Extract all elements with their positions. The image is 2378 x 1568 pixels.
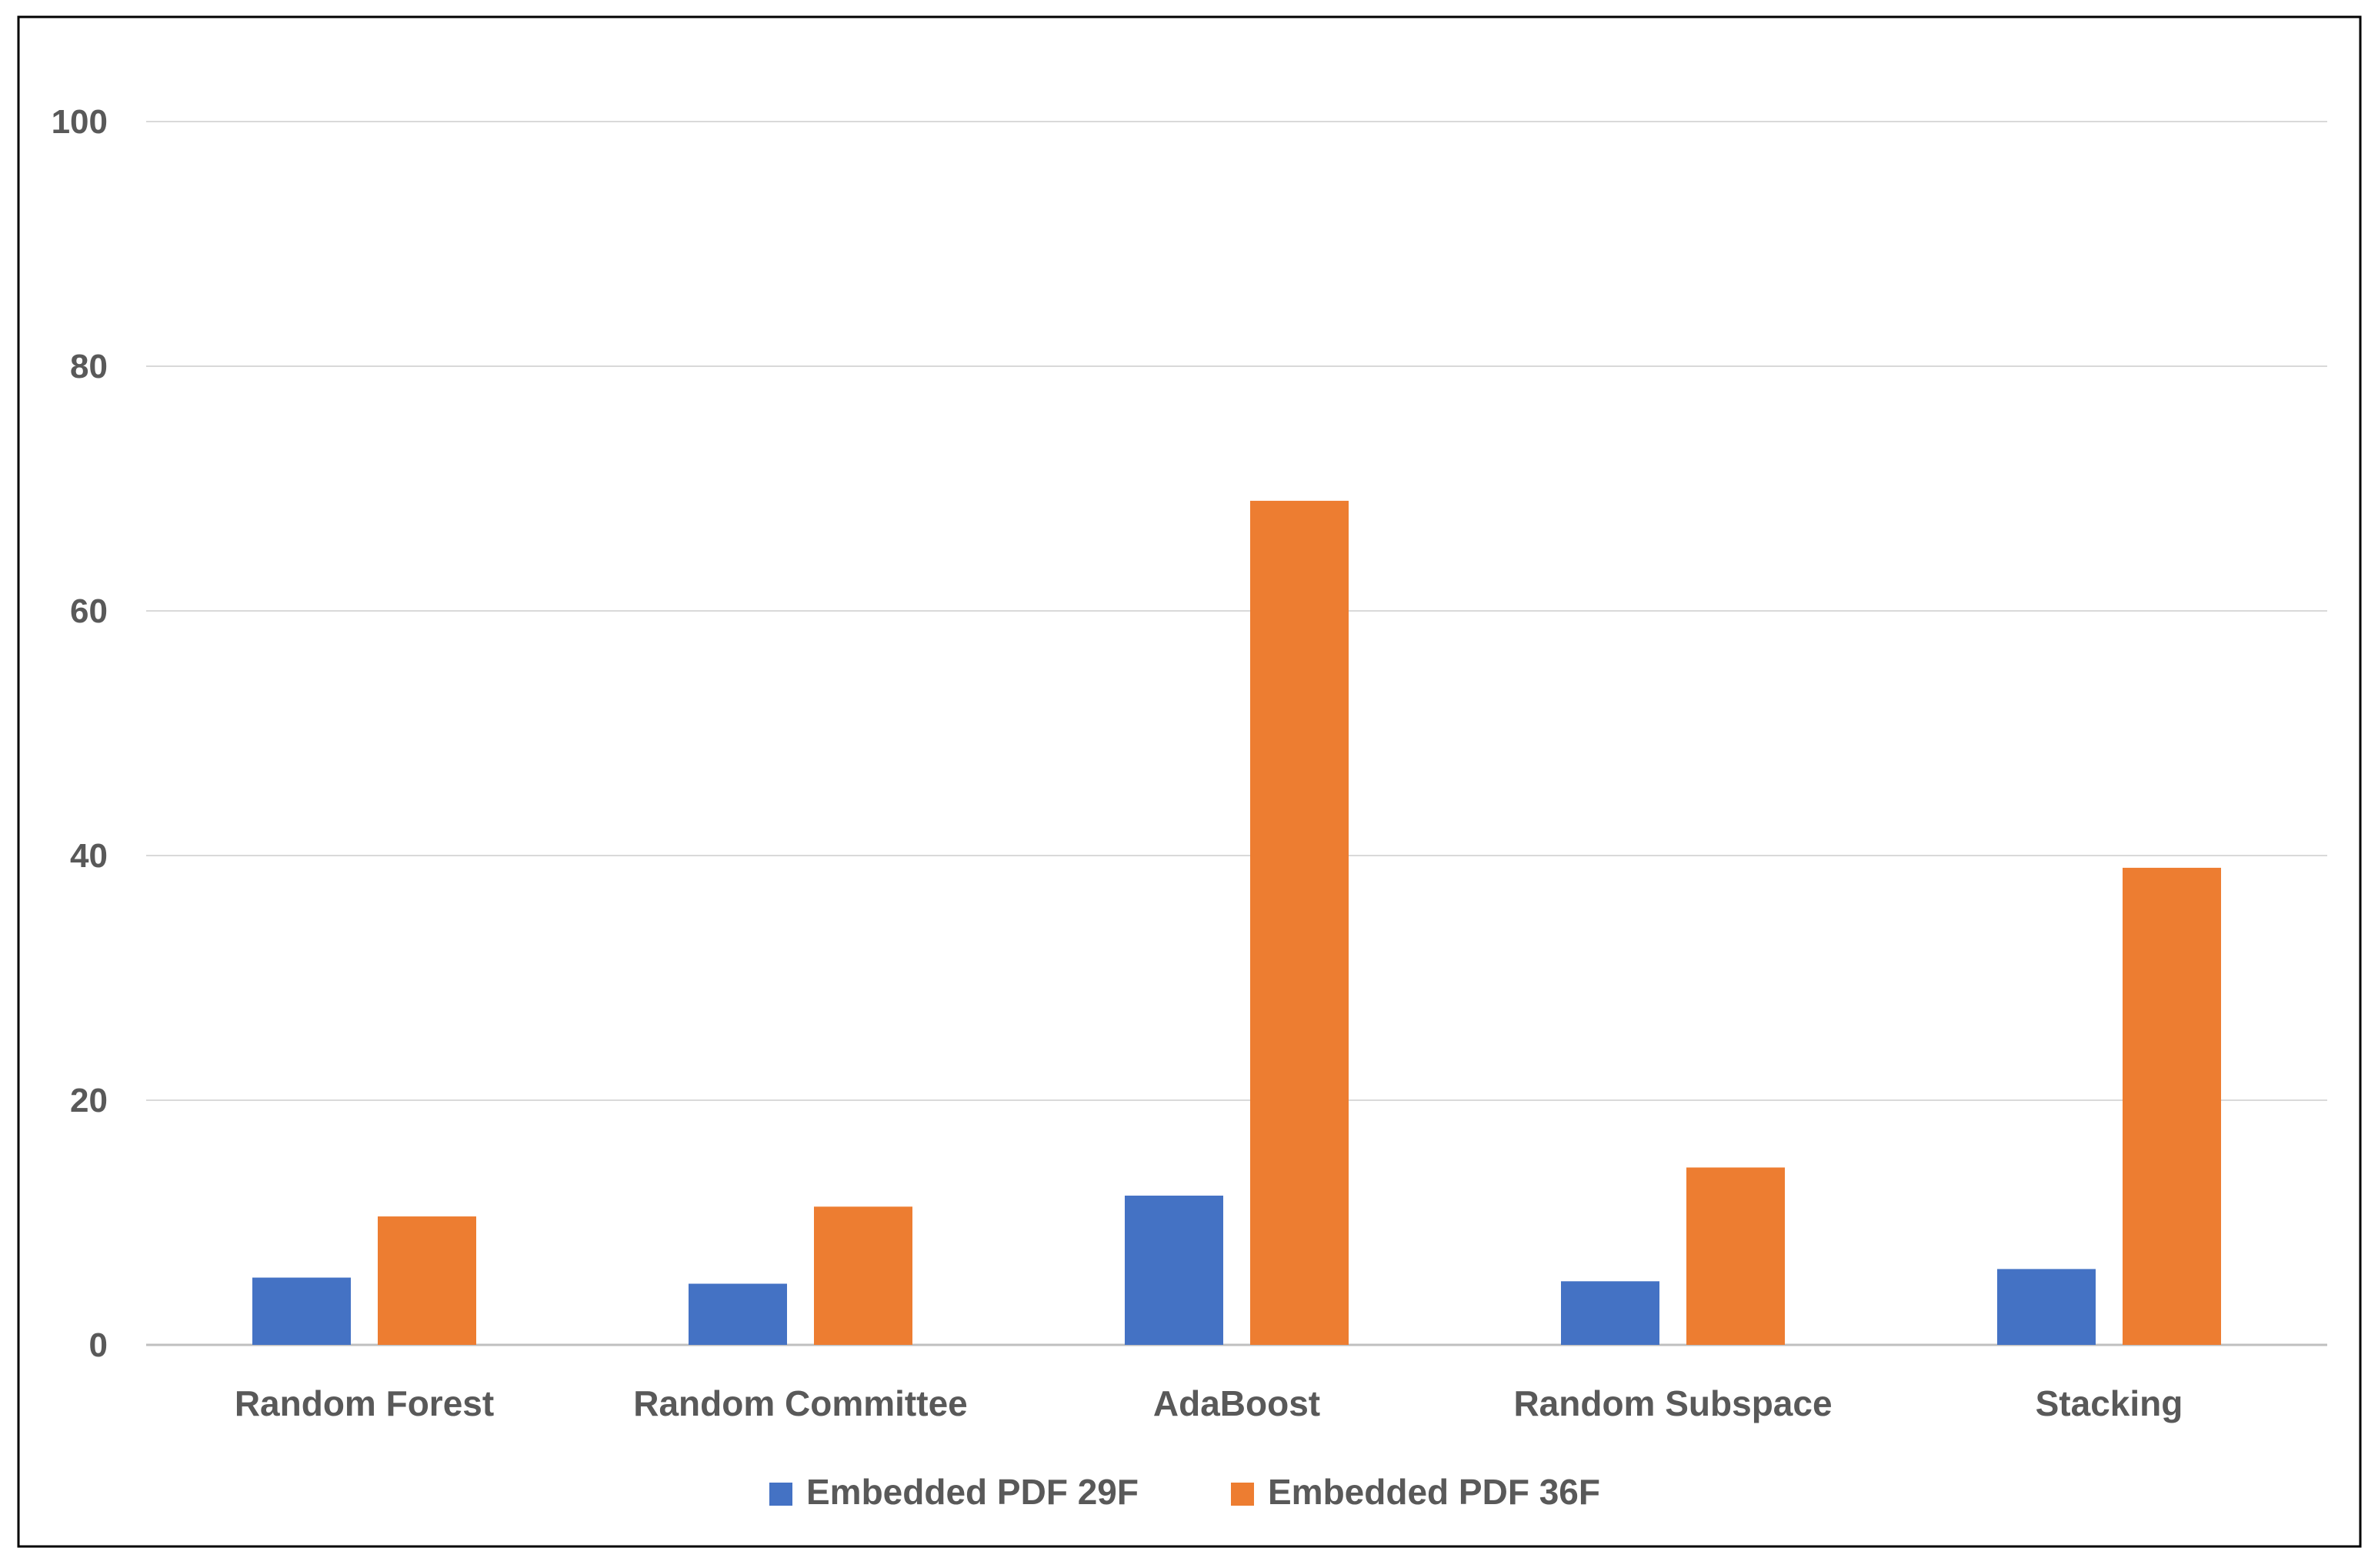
y-tick-label: 60 <box>70 592 108 630</box>
legend: Embedded PDF 29F Embedded PDF 36F <box>769 1472 1600 1512</box>
bar-29f <box>1125 1196 1223 1345</box>
bar-29f <box>689 1283 787 1345</box>
bar-29f <box>252 1277 351 1345</box>
y-tick-label: 100 <box>52 103 108 141</box>
legend-swatch <box>1231 1483 1254 1506</box>
x-axis-category-labels: Random Forest Random Committee AdaBoost Ran… <box>235 1383 2183 1423</box>
legend-label: Embedded PDF 36F <box>1268 1472 1600 1512</box>
x-category-label: Stacking <box>2036 1383 2183 1423</box>
bar-36f <box>378 1216 476 1345</box>
bar-29f <box>1997 1269 2096 1345</box>
y-tick-label: 80 <box>70 348 108 385</box>
x-category-label: Random Committee <box>633 1383 967 1423</box>
y-axis-tick-labels: 0 20 40 60 80 100 <box>52 103 108 1364</box>
x-category-label: Random Forest <box>235 1383 494 1423</box>
y-tick-label: 40 <box>70 837 108 875</box>
bar-36f <box>814 1206 912 1345</box>
bar-36f <box>1686 1167 1785 1345</box>
bar-29f <box>1561 1281 1659 1345</box>
bar-36f <box>2123 867 2221 1345</box>
x-category-label: AdaBoost <box>1153 1383 1320 1423</box>
gridlines <box>146 121 2327 1346</box>
y-tick-label: 0 <box>89 1326 108 1364</box>
bar-36f <box>1250 500 1349 1345</box>
x-category-label: Random Subspace <box>1513 1383 1832 1423</box>
y-tick-label: 20 <box>70 1082 108 1119</box>
bars <box>252 500 2221 1345</box>
legend-swatch <box>769 1483 792 1506</box>
legend-label: Embedded PDF 29F <box>806 1472 1139 1512</box>
